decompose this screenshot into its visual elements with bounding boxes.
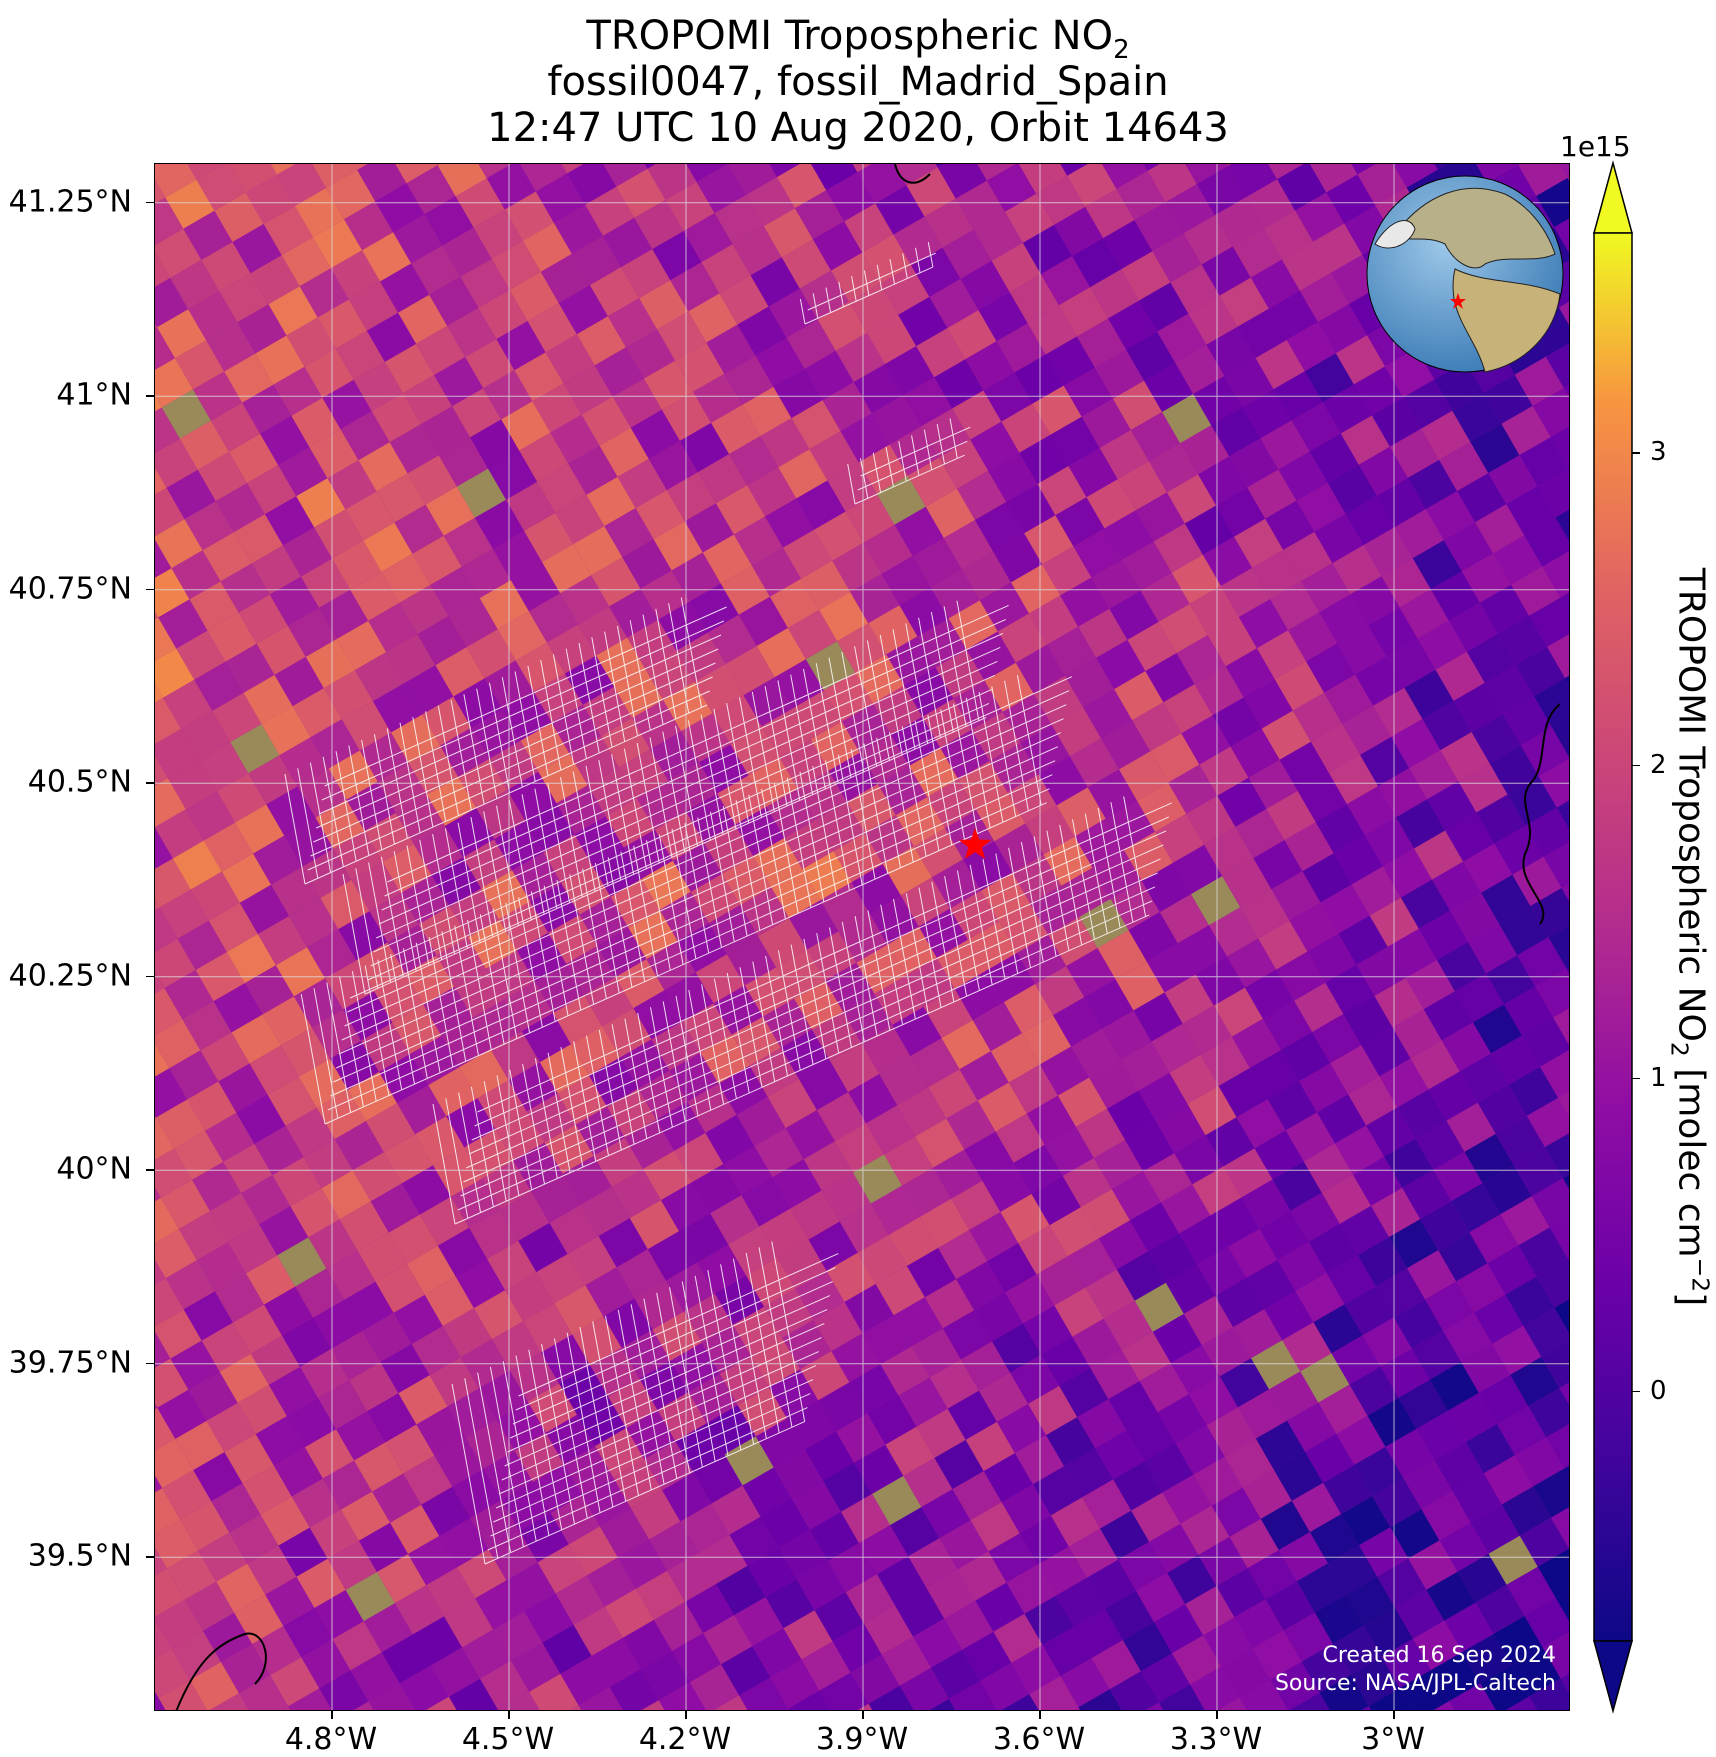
no2-map bbox=[154, 163, 1570, 1711]
colorbar-multiplier: 1e15 bbox=[1560, 130, 1631, 163]
colorbar-tick-label: 3 bbox=[1650, 437, 1667, 467]
no2-pixel bbox=[1569, 1531, 1570, 1580]
longitude-tick bbox=[1216, 1711, 1218, 1719]
latitude-tick bbox=[146, 589, 154, 591]
colorbar-min-extend bbox=[1594, 1641, 1632, 1711]
plot-title-line2: fossil0047, fossil_Madrid_Spain bbox=[0, 58, 1716, 106]
latitude-label: 41°N bbox=[56, 378, 146, 413]
latitude-tick bbox=[146, 1169, 154, 1171]
latitude-label: 40.75°N bbox=[9, 571, 146, 606]
data-source: Source: NASA/JPL-Caltech bbox=[1275, 1671, 1556, 1696]
colorbar-tick-label: 1 bbox=[1650, 1063, 1667, 1093]
colorbar-tick-label: 0 bbox=[1650, 1376, 1667, 1406]
longitude-tick bbox=[685, 1711, 687, 1719]
inset-globe bbox=[1367, 176, 1563, 372]
longitude-tick bbox=[1039, 1711, 1041, 1719]
latitude-label: 40.5°N bbox=[28, 765, 146, 800]
latitude-label: 39.75°N bbox=[9, 1345, 146, 1380]
colorbar-title: TROPOMI Tropospheric NO2 [molec cm−2] bbox=[1665, 568, 1714, 1306]
colorbar-tick-label: 2 bbox=[1650, 750, 1667, 780]
plot-title-line3: 12:47 UTC 10 Aug 2020, Orbit 14643 bbox=[0, 104, 1716, 152]
longitude-tick bbox=[862, 1711, 864, 1719]
colorbar-tick bbox=[1632, 1078, 1640, 1080]
latitude-label: 40.25°N bbox=[9, 958, 146, 993]
longitude-tick bbox=[331, 1711, 333, 1719]
no2-map-canvas bbox=[155, 164, 1570, 1711]
latitude-tick bbox=[146, 1556, 154, 1558]
latitude-label: 39.5°N bbox=[28, 1539, 146, 1574]
colorbar bbox=[1594, 163, 1632, 1711]
longitude-tick bbox=[508, 1711, 510, 1719]
colorbar-tick bbox=[1632, 765, 1640, 767]
latitude-tick bbox=[146, 976, 154, 978]
latitude-tick bbox=[146, 782, 154, 784]
latitude-label: 41.25°N bbox=[9, 184, 146, 219]
created-date: Created 16 Sep 2024 bbox=[1323, 1643, 1557, 1668]
colorbar-max-extend bbox=[1594, 163, 1632, 233]
colorbar-tick bbox=[1632, 452, 1640, 454]
latitude-tick bbox=[146, 1363, 154, 1365]
latitude-tick bbox=[146, 202, 154, 204]
longitude-tick bbox=[1393, 1711, 1395, 1719]
latitude-tick bbox=[146, 395, 154, 397]
latitude-label: 40°N bbox=[56, 1152, 146, 1187]
colorbar-tick bbox=[1632, 1391, 1640, 1393]
